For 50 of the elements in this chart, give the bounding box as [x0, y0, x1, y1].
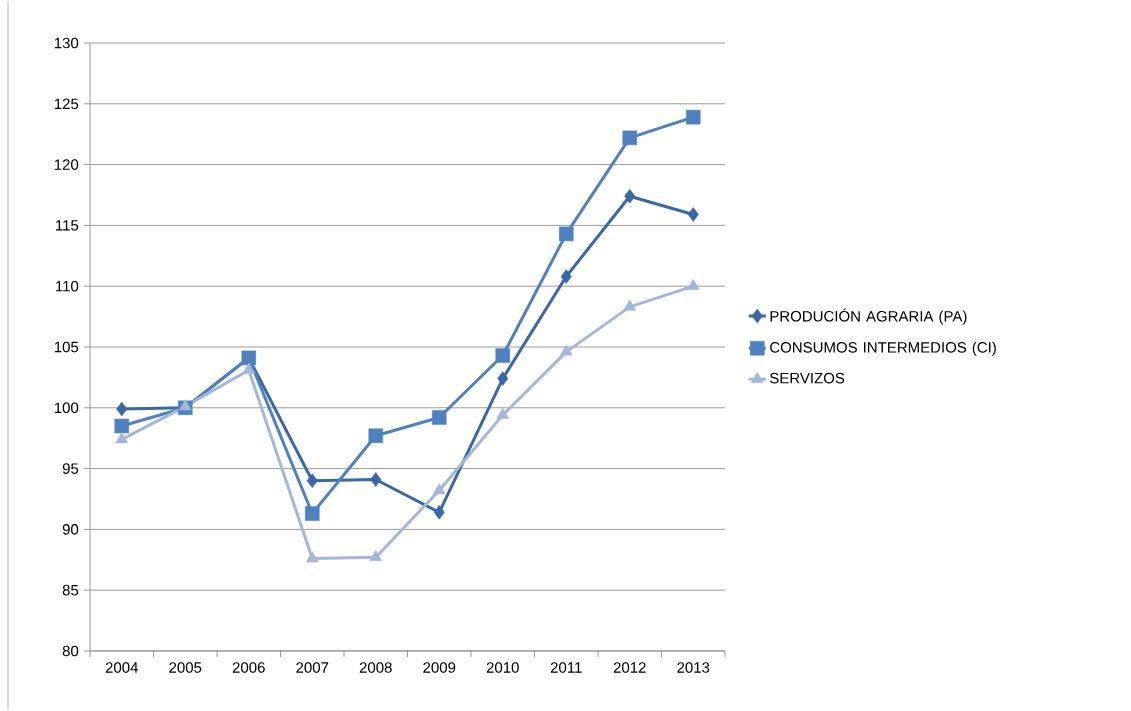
point: [495, 348, 511, 363]
point: [369, 550, 383, 562]
point: [115, 432, 129, 444]
x-tick-label: 2013: [677, 662, 710, 673]
point: [623, 299, 637, 311]
legend-label: PRODUCIÓN AGRARIA (PA): [770, 308, 967, 325]
point: [305, 506, 320, 521]
point: [686, 109, 701, 125]
y-tick-label: 95: [62, 463, 79, 474]
point: [368, 428, 384, 444]
point: [116, 401, 128, 417]
y-tick-label: 80: [62, 645, 79, 657]
y-tick-label: 90: [62, 524, 79, 535]
x-tick-label: 2008: [359, 662, 392, 673]
point: [622, 130, 638, 146]
y-tick-label: 125: [54, 98, 79, 110]
y-tick-label: 115: [56, 220, 79, 231]
point: [559, 226, 574, 242]
point: [432, 410, 447, 425]
point: [178, 399, 192, 411]
y-tick-label: 105: [54, 341, 79, 353]
point: [624, 188, 636, 204]
point: [497, 371, 509, 386]
point: [687, 207, 699, 222]
point: [686, 278, 700, 290]
point: [559, 344, 573, 356]
point: [433, 505, 445, 520]
point: [114, 418, 130, 434]
y-tick-label: 110: [56, 280, 79, 292]
y-tick-label: 130: [54, 37, 79, 49]
y-tick-label: 120: [54, 159, 79, 170]
legend-label: SERVIZOS: [770, 372, 845, 384]
x-tick-label: 2011: [550, 662, 582, 673]
point: [305, 551, 319, 563]
x-tick-label: 2005: [169, 662, 202, 673]
point: [496, 407, 510, 419]
point: [242, 362, 256, 374]
point: [370, 472, 382, 487]
point: [432, 483, 446, 495]
x-tick-label: 2009: [423, 662, 456, 673]
y-tick-label: 100: [54, 402, 79, 414]
y-tick-label: 85: [62, 584, 79, 596]
point: [560, 269, 572, 284]
x-tick-label: 2006: [232, 662, 265, 673]
point: [306, 473, 318, 488]
x-tick-label: 2007: [296, 662, 329, 673]
x-tick-label: 2012: [613, 662, 646, 673]
legend-label: CONSUMOS INTERMEDIOS (CI): [770, 341, 996, 356]
x-tick-label: 2004: [105, 662, 138, 673]
x-tick-label: 2010: [486, 662, 519, 673]
